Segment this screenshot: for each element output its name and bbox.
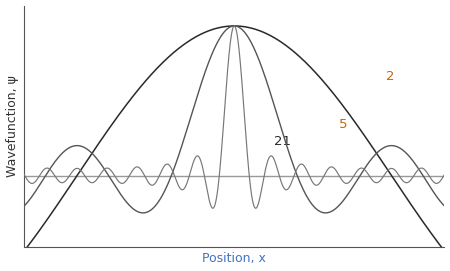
Text: 5: 5: [339, 118, 348, 131]
Y-axis label: Wavefunction, ψ: Wavefunction, ψ: [5, 75, 18, 177]
X-axis label: Position, x: Position, x: [202, 253, 266, 265]
Text: 2: 2: [386, 70, 394, 83]
Text: 21: 21: [274, 135, 291, 148]
